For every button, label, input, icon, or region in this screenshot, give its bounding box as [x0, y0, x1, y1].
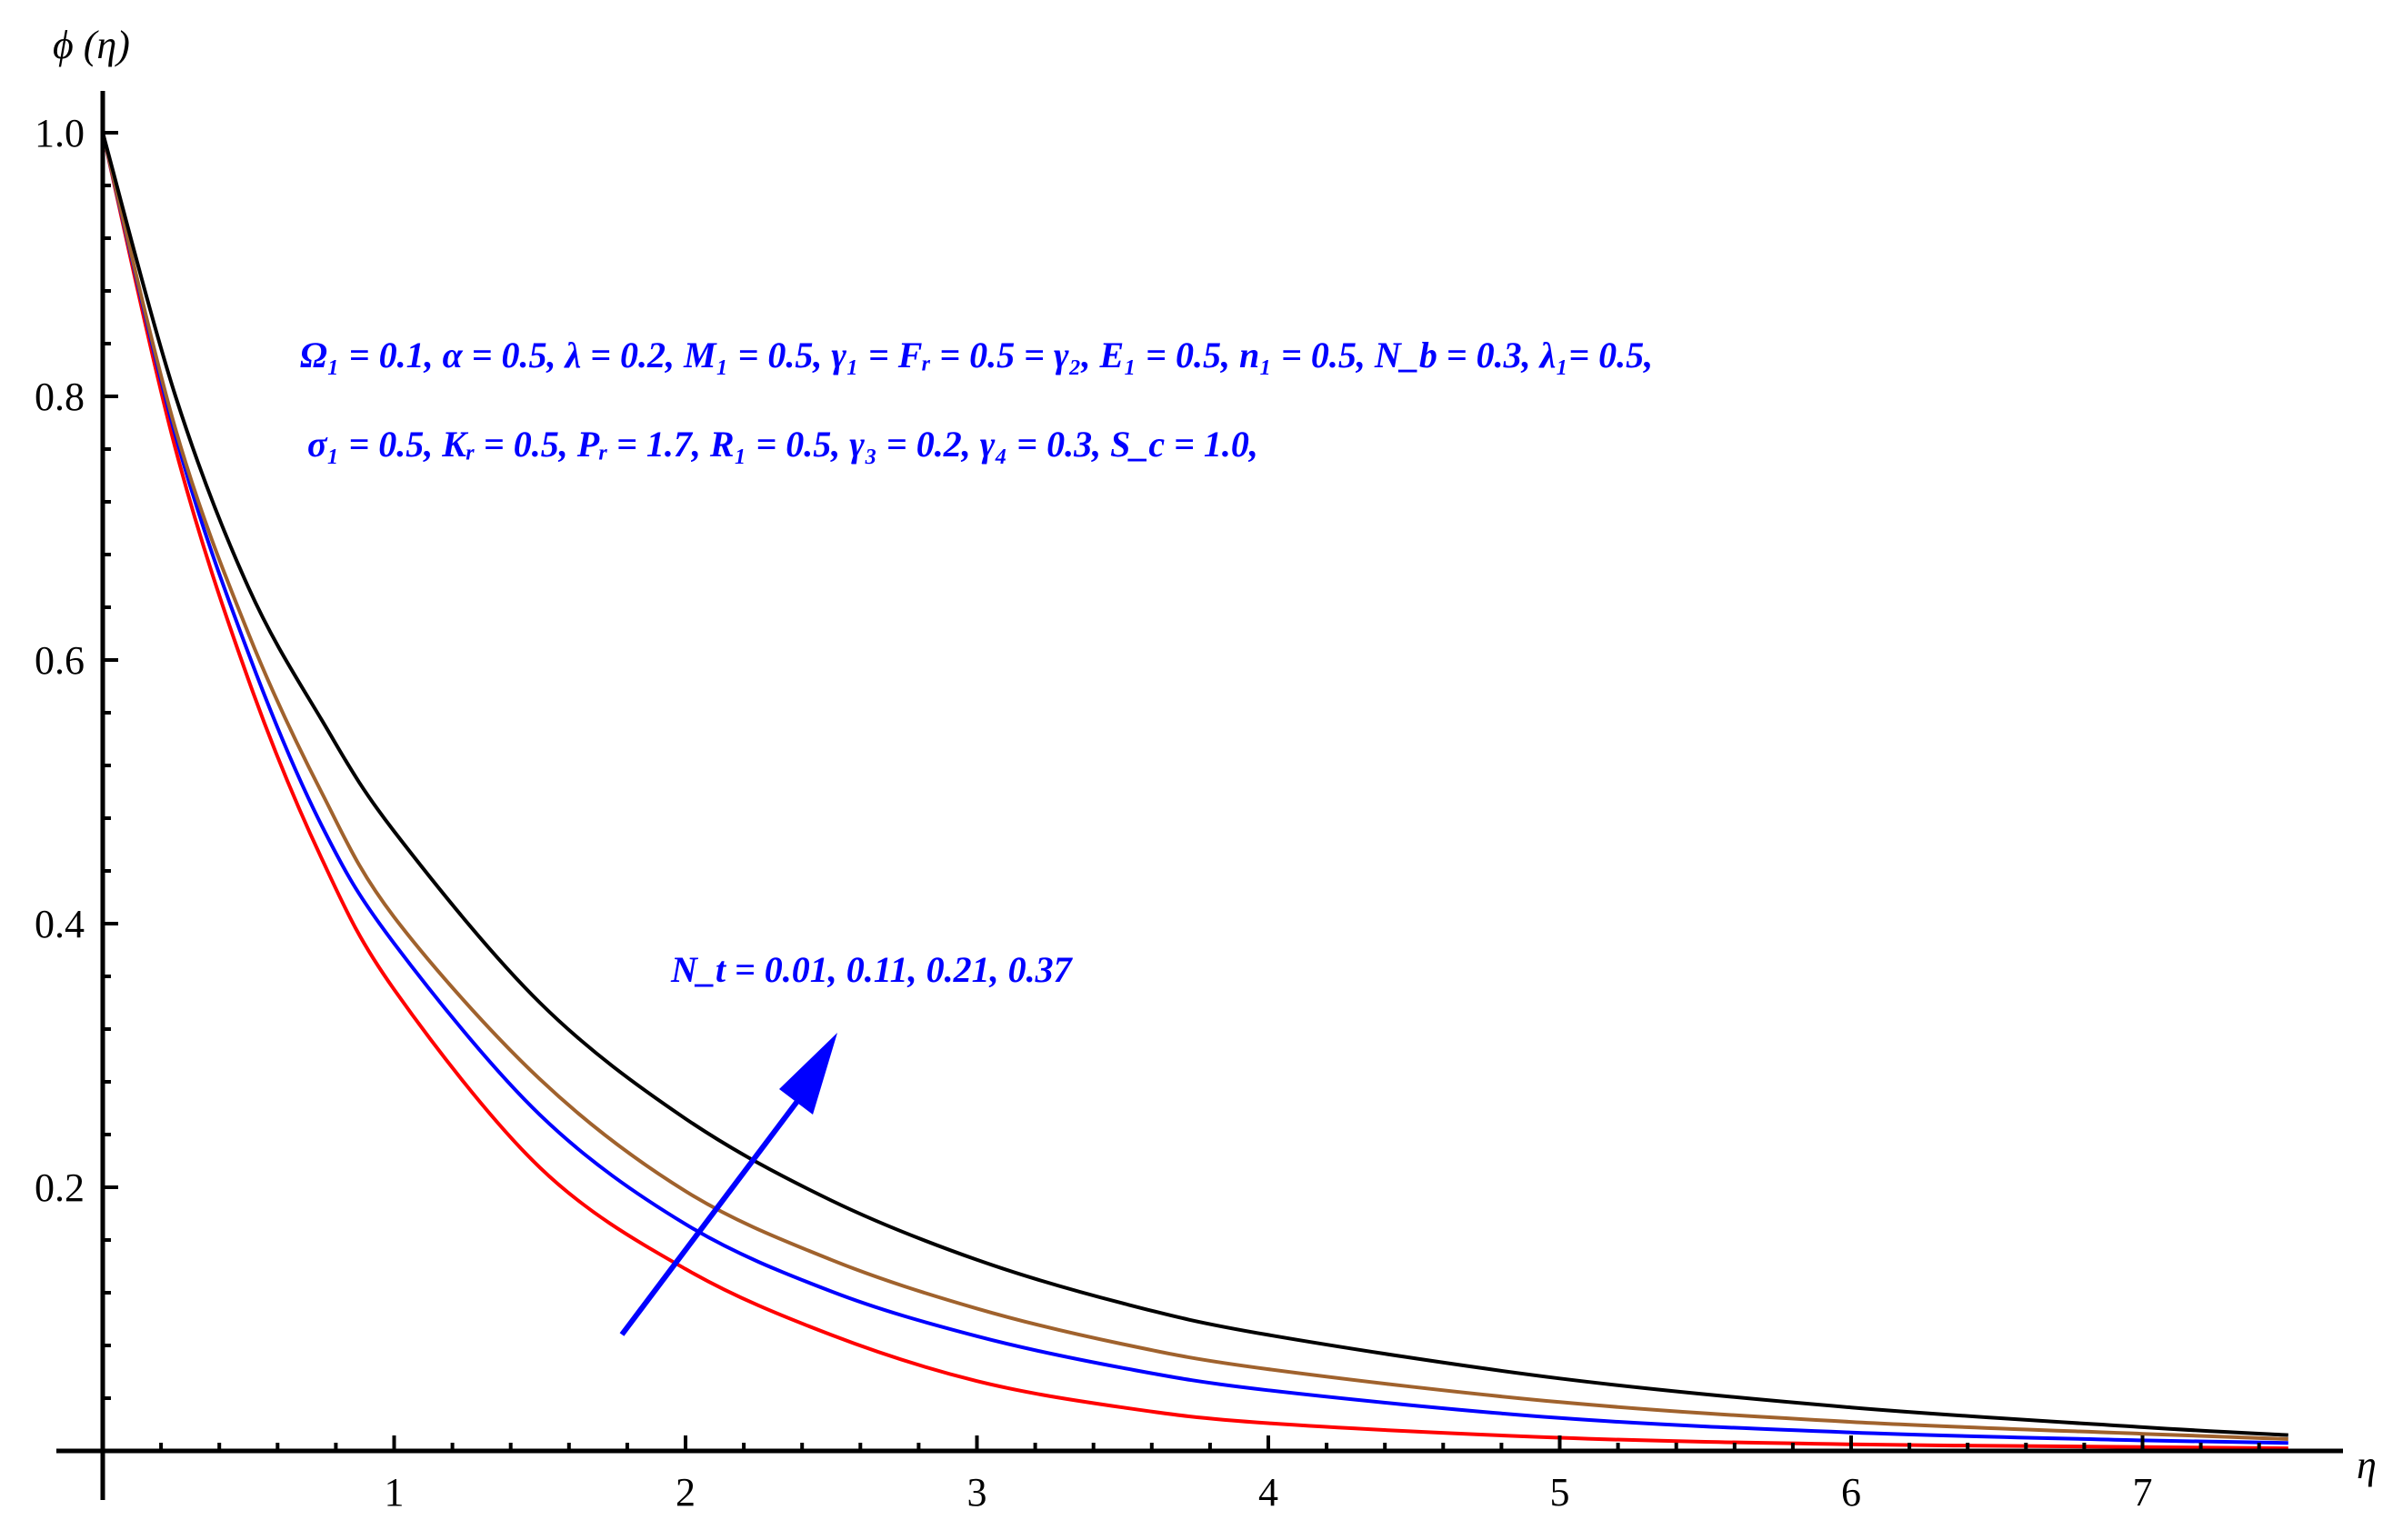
- y-tick-label: 0.2: [35, 1165, 85, 1210]
- trend-arrow-shaft: [619, 1098, 801, 1336]
- trend-arrow: [619, 1033, 837, 1336]
- x-axis-label: η: [2357, 1443, 2377, 1487]
- y-tick-label: 1.0: [35, 111, 85, 155]
- y-tick-label: 0.8: [35, 375, 85, 419]
- ticks-group: 1 2 3 4 5 6 7 0.2 0.4 0.6 0.8 1.0: [35, 111, 2261, 1515]
- x-tick-label: 3: [967, 1470, 987, 1515]
- x-tick-label: 4: [1258, 1470, 1278, 1515]
- series-line-4: [101, 132, 2288, 1437]
- series-line-3: [101, 132, 2288, 1441]
- x-tick-label: 7: [2133, 1470, 2153, 1515]
- x-tick-label: 1: [385, 1470, 405, 1515]
- trend-arrow-head: [779, 1033, 837, 1115]
- y-tick-label: 0.6: [35, 638, 85, 683]
- parameters-line-2: σ₁ = 0.5, Kᵣ = 0.5, Pᵣ = 1.7, R₁ = 0.5, …: [307, 424, 1258, 465]
- series-line-2: [101, 132, 2288, 1445]
- x-tick-label: 2: [676, 1470, 696, 1515]
- x-tick-label: 5: [1550, 1470, 1570, 1515]
- series-line-1: [101, 132, 2288, 1451]
- parameters-line-1: Ω₁ = 0.1, α = 0.5, λ = 0.2, M₁ = 0.5, γ₁…: [300, 335, 1653, 375]
- curves-group: [101, 132, 2288, 1451]
- y-axis-label: ϕ (η): [53, 23, 130, 67]
- y-tick-label: 0.4: [35, 902, 85, 946]
- axes-group: [56, 91, 2343, 1500]
- x-tick-label: 6: [1841, 1470, 1861, 1515]
- nt-values-label: N_t = 0.01, 0.11, 0.21, 0.37: [670, 949, 1074, 990]
